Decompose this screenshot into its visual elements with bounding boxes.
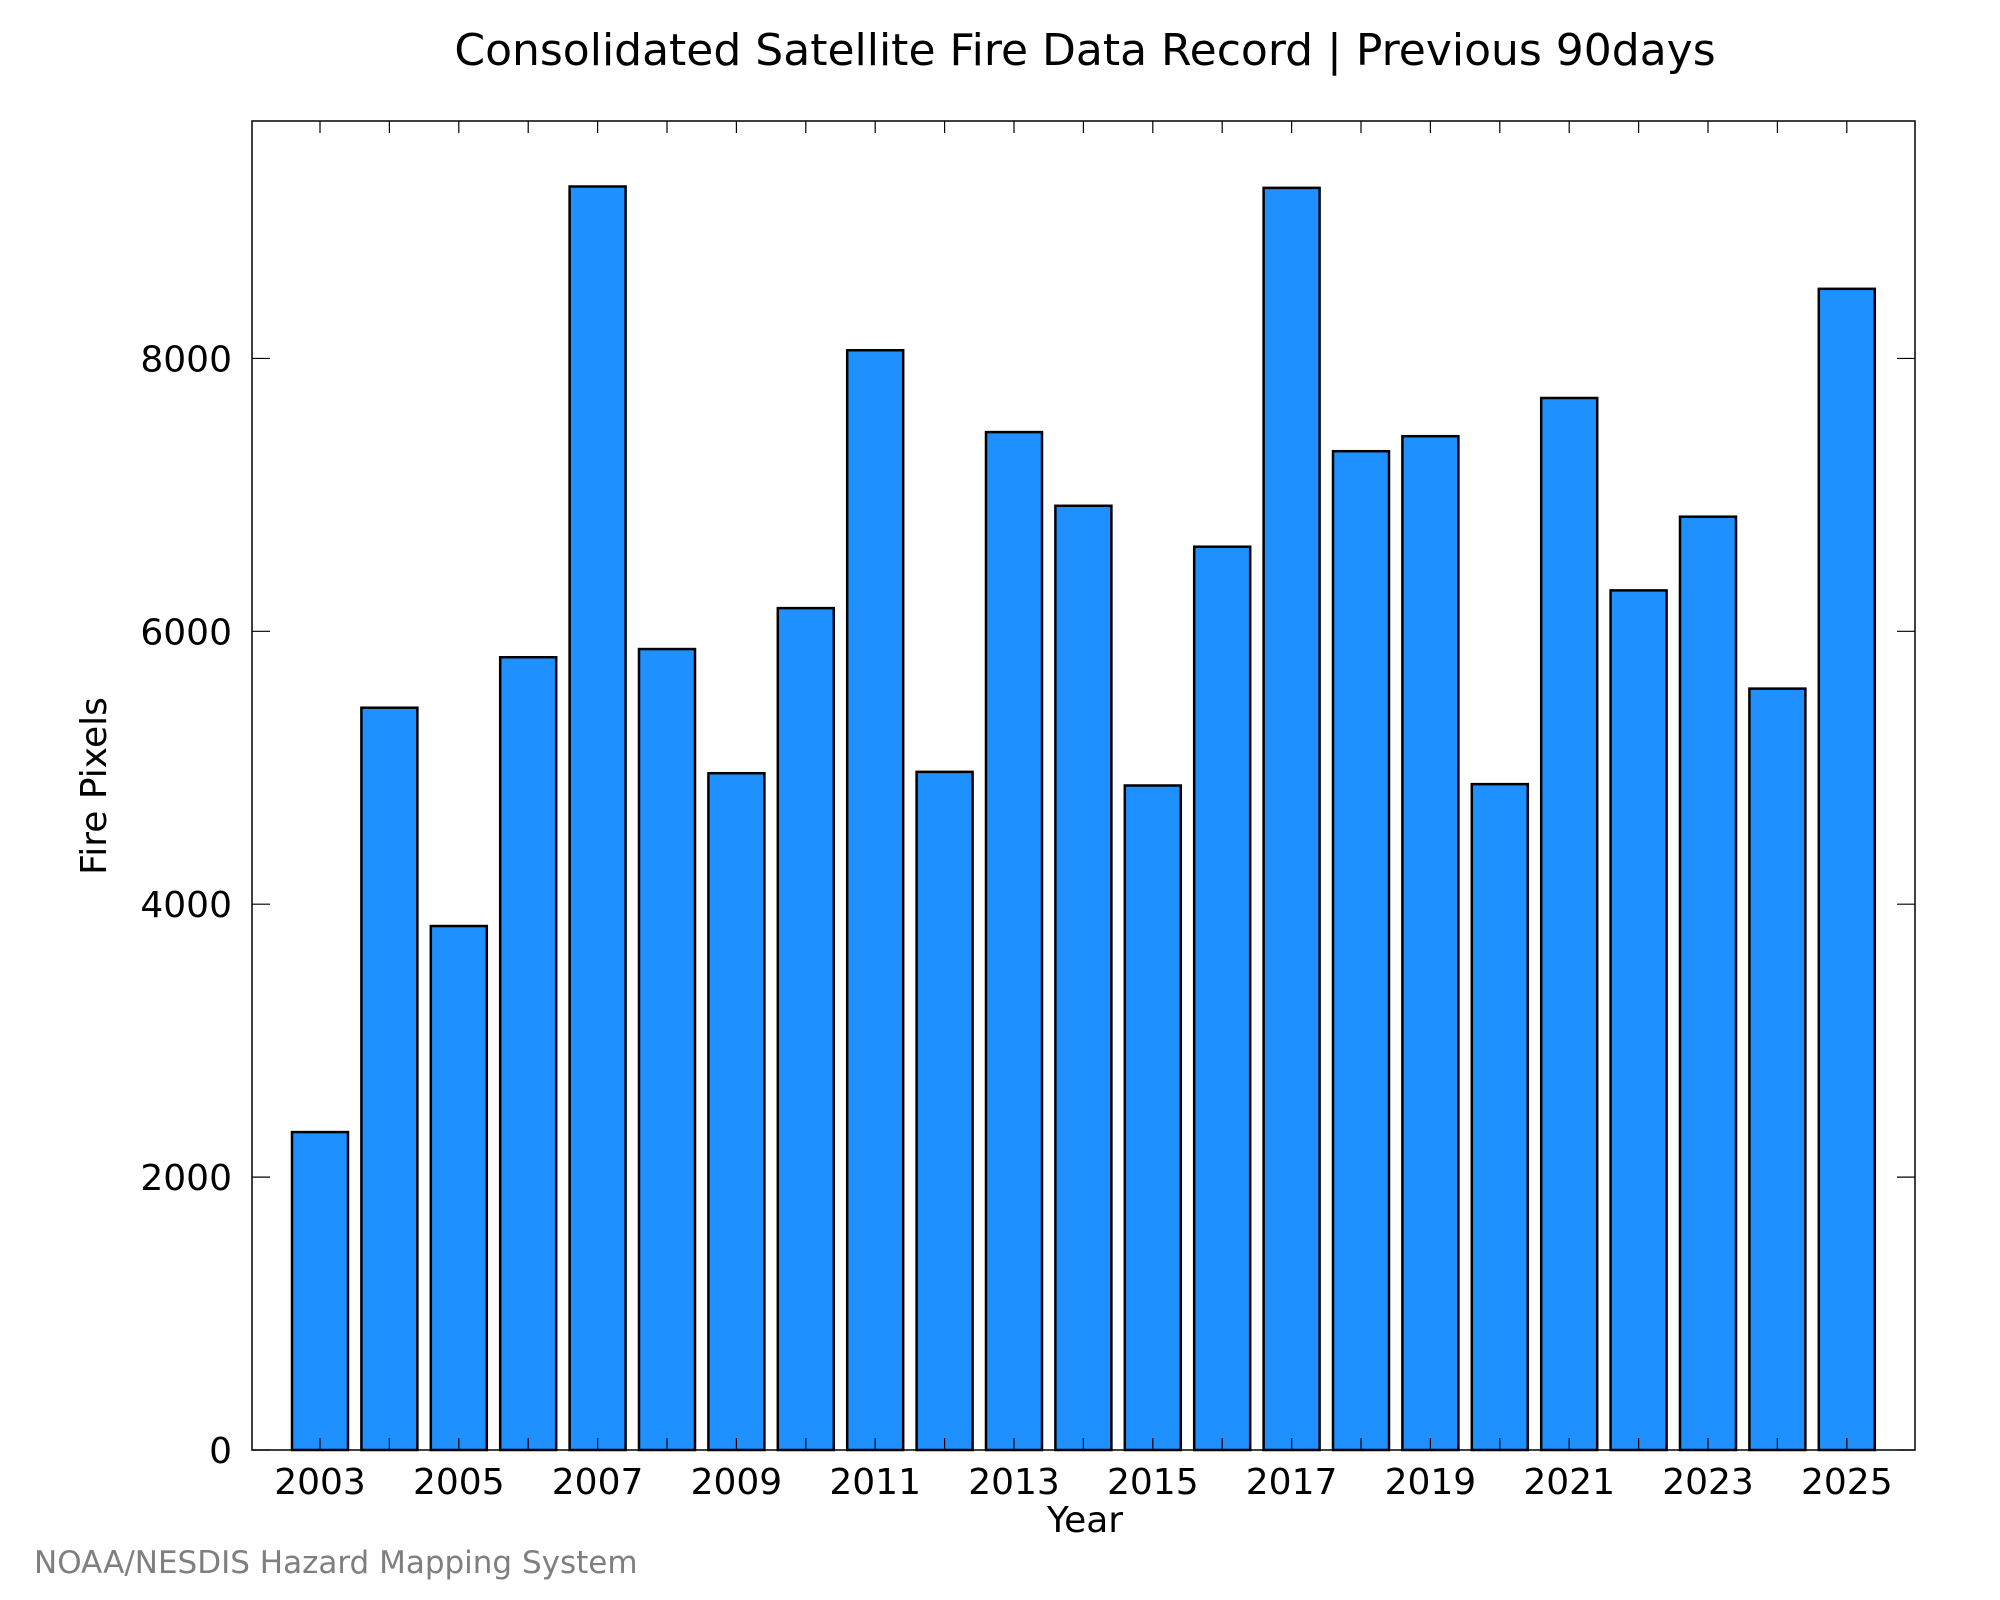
y-tick-label-4000: 4000: [140, 885, 232, 926]
chart-title: Consolidated Satellite Fire Data Record …: [454, 25, 1715, 76]
bar-2021: [1539, 396, 1599, 1452]
bar-2018: [1331, 449, 1391, 1452]
bar-2012: [915, 770, 974, 1452]
y-tick-label-0: 0: [209, 1431, 232, 1472]
bar-2006: [498, 655, 558, 1452]
bar-2016: [1192, 545, 1252, 1452]
x-tick-label-2025: 2025: [1801, 1462, 1893, 1503]
x-tick-label-2005: 2005: [413, 1462, 505, 1503]
y-tick-label-6000: 6000: [140, 612, 232, 653]
x-tick-label-2015: 2015: [1107, 1462, 1199, 1503]
bar-2022: [1609, 589, 1668, 1452]
bar-2013: [984, 430, 1044, 1452]
y-ticks-group: 0 2000 4000 6000 8000: [140, 339, 1915, 1472]
x-tick-label-2009: 2009: [691, 1462, 783, 1503]
bar-2015: [1123, 784, 1183, 1452]
x-tick-label-2023: 2023: [1662, 1462, 1754, 1503]
bar-2011: [845, 348, 905, 1452]
bar-2008: [637, 647, 697, 1452]
y-tick-label-8000: 8000: [140, 339, 232, 380]
x-tick-label-2013: 2013: [968, 1462, 1060, 1503]
y-axis-label: Fire Pixels: [74, 697, 115, 875]
bar-2020: [1470, 782, 1530, 1452]
bars-group: [290, 185, 1877, 1452]
x-tick-label-2011: 2011: [829, 1462, 921, 1503]
bar-2024: [1748, 687, 1807, 1452]
x-axis-label: Year: [1046, 1500, 1123, 1541]
bar-2017: [1262, 186, 1321, 1452]
bar-2004: [360, 706, 419, 1452]
plot-area: 2003 2005 2007 2009 2011 2013 2015 2017 2019 2021…: [140, 120, 1916, 1503]
x-tick-label-2003: 2003: [274, 1462, 366, 1503]
source-credit: NOAA/NESDIS Hazard Mapping System: [34, 1545, 638, 1581]
x-tick-label-2007: 2007: [552, 1462, 644, 1503]
bar-2005: [429, 924, 489, 1452]
x-ticks-group: 2003 2005 2007 2009 2011 2013 2015 2017 2019 2021…: [274, 121, 1893, 1503]
x-tick-label-2017: 2017: [1246, 1462, 1338, 1503]
x-tick-label-2019: 2019: [1385, 1462, 1477, 1503]
bar-2003: [290, 1130, 350, 1452]
bar-2007: [568, 185, 627, 1452]
bar-2010: [776, 606, 836, 1452]
bar-2014: [1054, 504, 1113, 1452]
bar-2025: [1817, 287, 1877, 1452]
bar-2009: [707, 771, 766, 1452]
bar-2019: [1401, 434, 1460, 1452]
x-tick-label-2021: 2021: [1523, 1462, 1615, 1503]
bar-2023: [1678, 515, 1738, 1452]
y-tick-label-2000: 2000: [140, 1158, 232, 1199]
